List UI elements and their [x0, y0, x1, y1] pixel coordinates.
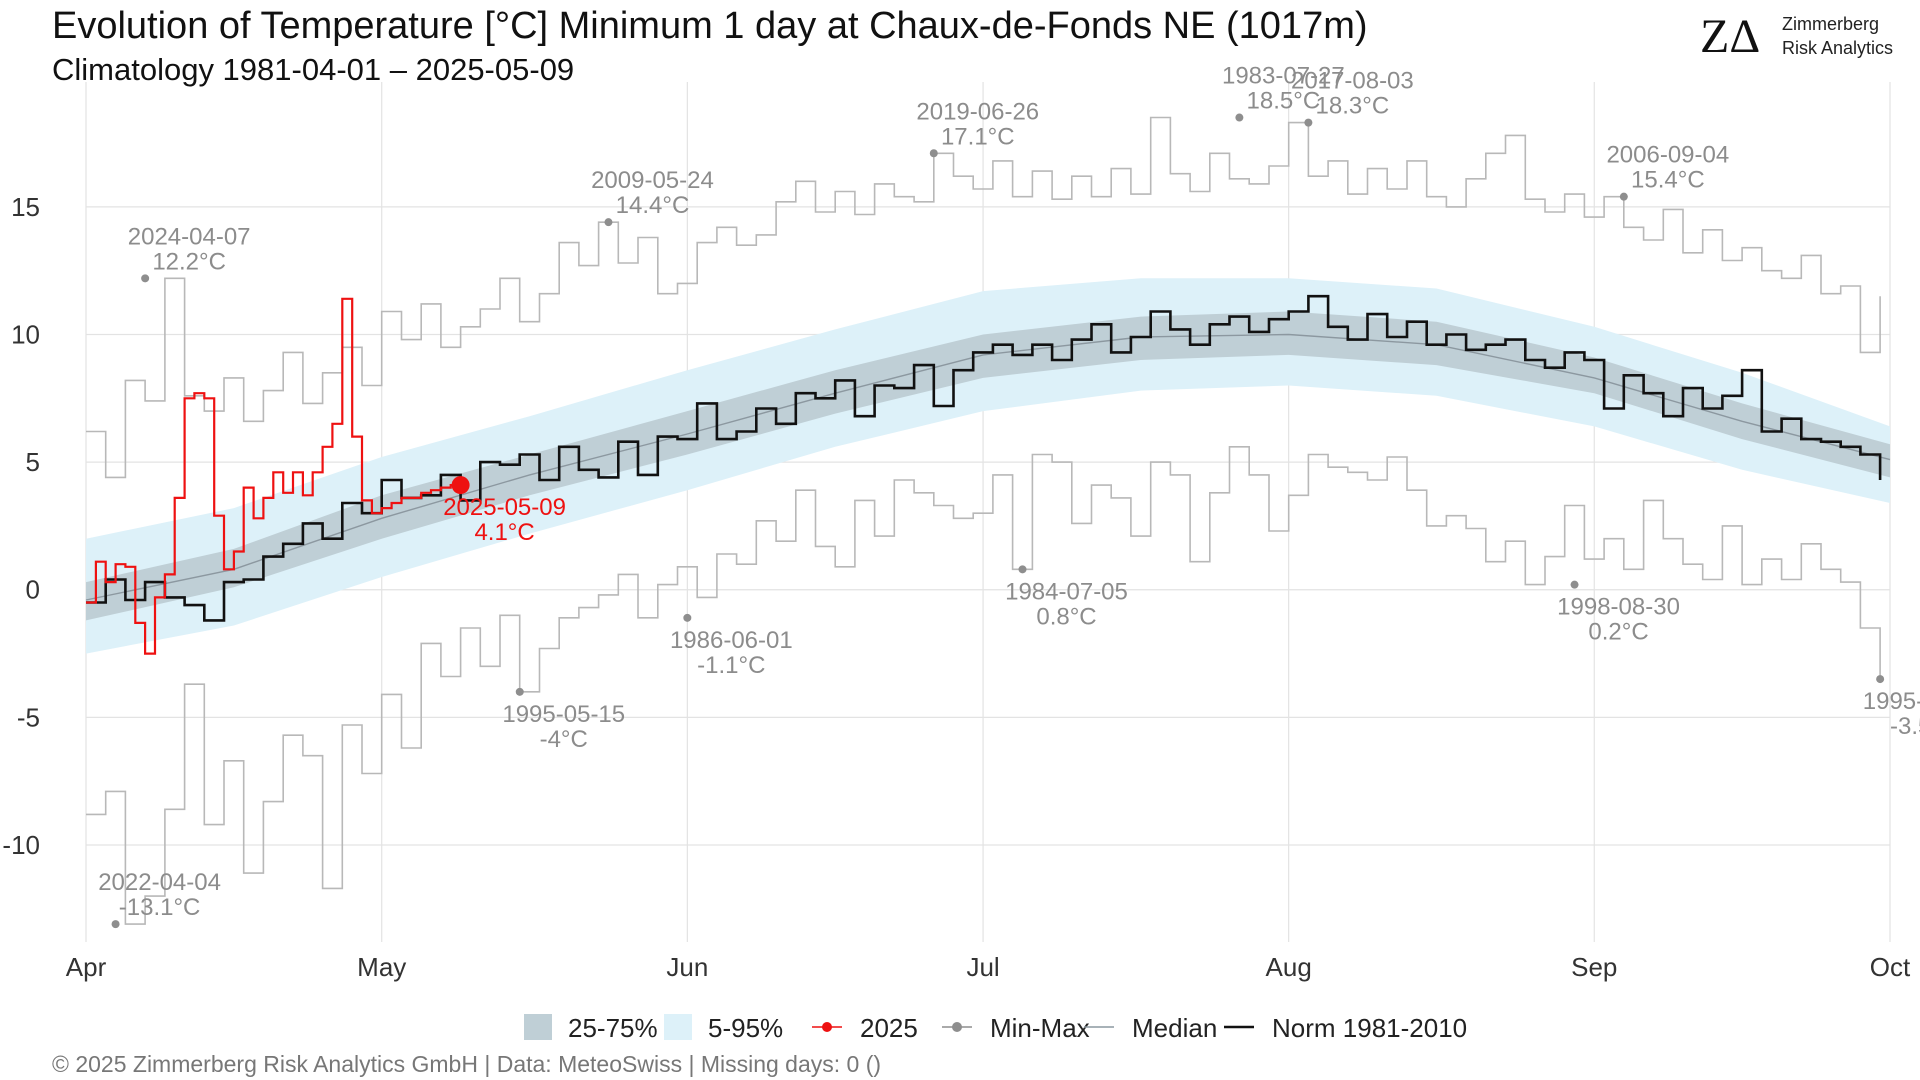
x-tick-label: Aug [1266, 952, 1312, 982]
chart-title: Evolution of Temperature [°C] Minimum 1 … [52, 5, 1368, 47]
band-5-95 [86, 278, 1890, 654]
annotation-date: 2017-08-03 [1291, 68, 1414, 95]
logo: ZΔ Zimmerberg Risk Analytics [1700, 10, 1893, 63]
annotation-date: 1995-05-15 [502, 701, 625, 728]
legend-swatch-point [952, 1022, 962, 1032]
legend-item: 2025 [812, 1013, 918, 1043]
annotation-date: 2024-04-07 [128, 223, 251, 250]
x-tick-label: Jul [966, 952, 999, 982]
series-norm [86, 294, 1882, 622]
legend-swatch-point [822, 1022, 832, 1032]
annotation-value: 18.5°C [1247, 88, 1321, 115]
x-axis: Apr May Jun Jul Aug Sep Oct [66, 952, 1911, 982]
y-tick-label: -10 [2, 830, 40, 860]
extreme-point [1018, 565, 1027, 574]
extreme-point [929, 149, 938, 158]
annotation-points [111, 113, 1885, 929]
annotation-value: -13.1°C [119, 894, 201, 921]
extreme-point [1876, 675, 1885, 684]
y-tick-label: -5 [17, 702, 40, 732]
annotation-date: 1986-06-01 [670, 627, 793, 654]
y-tick-label: 0 [26, 575, 40, 605]
legend-item: Norm 1981-2010 [1224, 1013, 1467, 1043]
current-point [451, 476, 470, 495]
legend-swatch [524, 1014, 552, 1040]
annotation-value: 17.1°C [941, 123, 1015, 150]
annotation-value: -4°C [540, 726, 588, 753]
extreme-point [1570, 580, 1579, 589]
series-lines [85, 116, 1891, 925]
series-max [86, 116, 1881, 479]
legend-item: Min-Max [942, 1013, 1090, 1043]
x-tick-label: Sep [1571, 952, 1617, 982]
legend-label: Min-Max [990, 1013, 1090, 1043]
y-tick-label: 5 [26, 447, 40, 477]
annotation-value: -3.5°C [1890, 713, 1920, 740]
annotation-date: 2022-04-04 [98, 869, 221, 896]
legend-item: 25-75% [524, 1013, 658, 1043]
annotation-value: 4.1°C [474, 519, 534, 546]
annotation-value: 0.8°C [1036, 603, 1096, 630]
legend-label: 25-75% [568, 1013, 658, 1043]
annotation-date: 2006-09-04 [1606, 142, 1729, 169]
logo-mark: ZΔ [1700, 10, 1760, 63]
y-tick-label: 10 [11, 319, 40, 349]
y-tick-label: 15 [11, 192, 40, 222]
extreme-point [683, 613, 692, 622]
x-tick-label: Jun [666, 952, 708, 982]
legend-item: 5-95% [664, 1013, 783, 1043]
annotation-date: 1984-07-05 [1005, 578, 1128, 605]
x-tick-label: Apr [66, 952, 107, 982]
logo-line1: Zimmerberg [1782, 14, 1879, 34]
annotation-date: 1983-07-27 [1222, 63, 1345, 90]
logo-line2: Risk Analytics [1782, 38, 1893, 58]
extreme-point [141, 274, 150, 283]
annotation-value: 12.2°C [152, 248, 226, 275]
chart-subtitle: Climatology 1981-04-01 – 2025-05-09 [52, 52, 574, 87]
extreme-point [1619, 192, 1628, 201]
annotation-date: 1998-08-30 [1557, 594, 1680, 621]
series-2025 [86, 297, 461, 655]
y-axis: 15 10 5 0 -5 -10 [2, 192, 40, 860]
legend-label: 2025 [860, 1013, 918, 1043]
extreme-point [111, 920, 120, 929]
band-25-75 [86, 311, 1890, 621]
annotation-date: 2009-05-24 [591, 167, 714, 194]
x-tick-label: May [357, 952, 406, 982]
annotation-value: -1.1°C [697, 652, 765, 679]
bands [86, 278, 1890, 654]
series-min [86, 446, 1881, 925]
x-tick-label: Oct [1870, 952, 1911, 982]
annotation-date: 2019-06-26 [916, 98, 1039, 125]
legend-label: Norm 1981-2010 [1272, 1013, 1467, 1043]
extreme-point [1304, 118, 1313, 127]
annotation-date: 2025-05-09 [443, 494, 566, 521]
annotation-value: 15.4°C [1631, 167, 1705, 194]
legend-label: Median [1132, 1013, 1217, 1043]
annotation-value: 0.2°C [1588, 619, 1648, 646]
annotation-value: 14.4°C [616, 192, 690, 219]
extreme-point [604, 218, 613, 227]
legend: 25-75% 5-95% 2025 Min-Max Median Norm 1981-20… [524, 1013, 1467, 1043]
legend-item: Median [1084, 1013, 1217, 1043]
annotation-value: 18.3°C [1316, 93, 1390, 120]
legend-swatch [664, 1014, 692, 1040]
extreme-point [515, 687, 524, 696]
series-median [85, 333, 1891, 601]
annotation-date: 1995-09-30 [1863, 688, 1920, 715]
extreme-point [1235, 113, 1244, 122]
legend-label: 5-95% [708, 1013, 783, 1043]
footer-credit: © 2025 Zimmerberg Risk Analytics GmbH | … [52, 1051, 881, 1077]
